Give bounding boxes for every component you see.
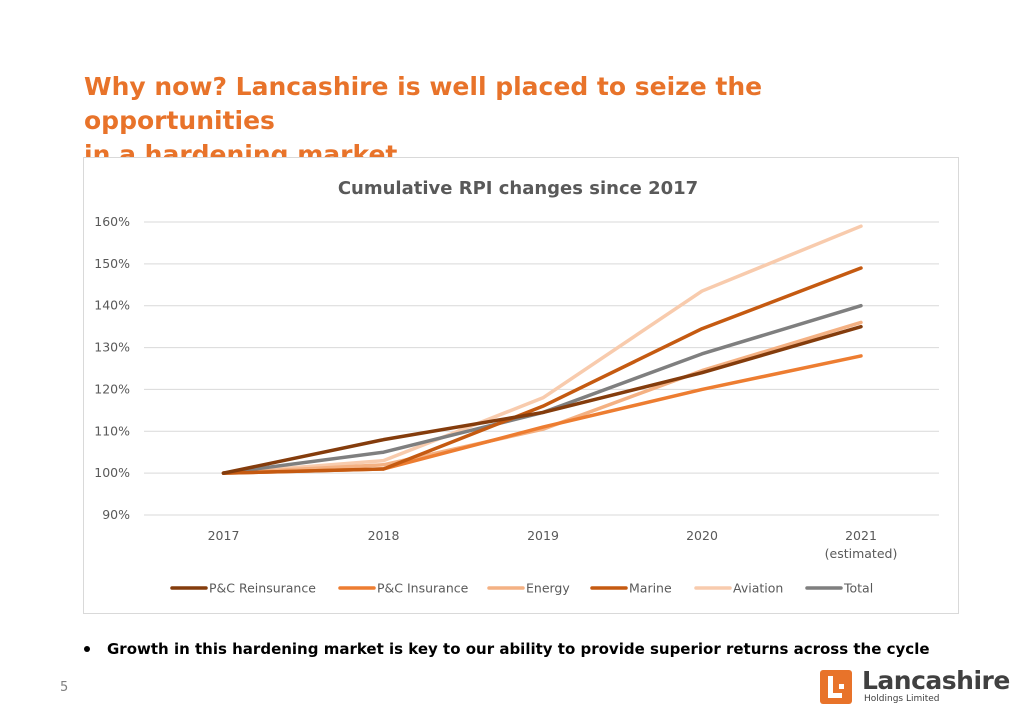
slide-title-line-1: Why now? Lancashire is well placed to se… <box>84 72 763 135</box>
series-line-p-c-reinsurance <box>221 324 863 475</box>
y-tick-label: 100% <box>94 465 130 480</box>
x-tick-label: 2017 <box>208 528 240 543</box>
legend-label: Total <box>843 581 873 596</box>
series-line-marine <box>221 266 863 475</box>
y-tick-label: 140% <box>94 298 130 313</box>
y-tick-label: 110% <box>94 423 130 438</box>
x-tick-label: 2018 <box>368 528 400 543</box>
y-tick-label: 90% <box>102 507 130 522</box>
chart-frame: Cumulative RPI changes since 2017 90% 100… <box>83 157 959 614</box>
lancashire-logo-icon <box>820 670 852 704</box>
bullet-icon <box>84 646 90 652</box>
x-tick-label: 2020 <box>686 528 718 543</box>
line-chart: Cumulative RPI changes since 2017 90% 100… <box>94 178 939 596</box>
logo-subtitle: Holdings Limited <box>864 694 940 704</box>
chart-legend: P&C Reinsurance P&C Insurance Energy Marine… <box>170 581 873 596</box>
logo-name: Lancashire <box>862 666 1010 695</box>
x-tick-label: 2021 <box>845 528 877 543</box>
y-tick-label: 150% <box>94 256 130 271</box>
page-number: 5 <box>60 680 69 695</box>
bullet-text: Growth in this hardening market is key t… <box>107 640 930 658</box>
legend-label: Energy <box>526 581 570 596</box>
x-axis-ticks: 2017 2018 2019 2020 2021 (estimated) <box>208 528 898 561</box>
slide-title: Why now? Lancashire is well placed to se… <box>84 70 944 172</box>
legend-label: P&C Insurance <box>377 581 469 596</box>
y-tick-label: 160% <box>94 214 130 229</box>
series-line-energy <box>221 320 863 475</box>
series-line-p-c-insurance <box>221 354 863 475</box>
series-line-aviation <box>221 224 863 475</box>
x-tick-sublabel: (estimated) <box>825 546 898 561</box>
chart-title: Cumulative RPI changes since 2017 <box>338 178 698 199</box>
y-axis-ticks: 90% 100% 110% 120% 130% 140% 150% 160% <box>94 214 130 522</box>
legend-label: Marine <box>629 581 672 596</box>
x-tick-label: 2019 <box>527 528 559 543</box>
series-lines <box>221 224 863 475</box>
legend-label: Aviation <box>733 581 783 596</box>
legend-label: P&C Reinsurance <box>209 581 316 596</box>
y-tick-label: 130% <box>94 340 130 355</box>
y-tick-label: 120% <box>94 381 130 396</box>
bullet-point: Growth in this hardening market is key t… <box>84 640 984 658</box>
company-logo: Lancashire Holdings Limited <box>820 666 1010 706</box>
